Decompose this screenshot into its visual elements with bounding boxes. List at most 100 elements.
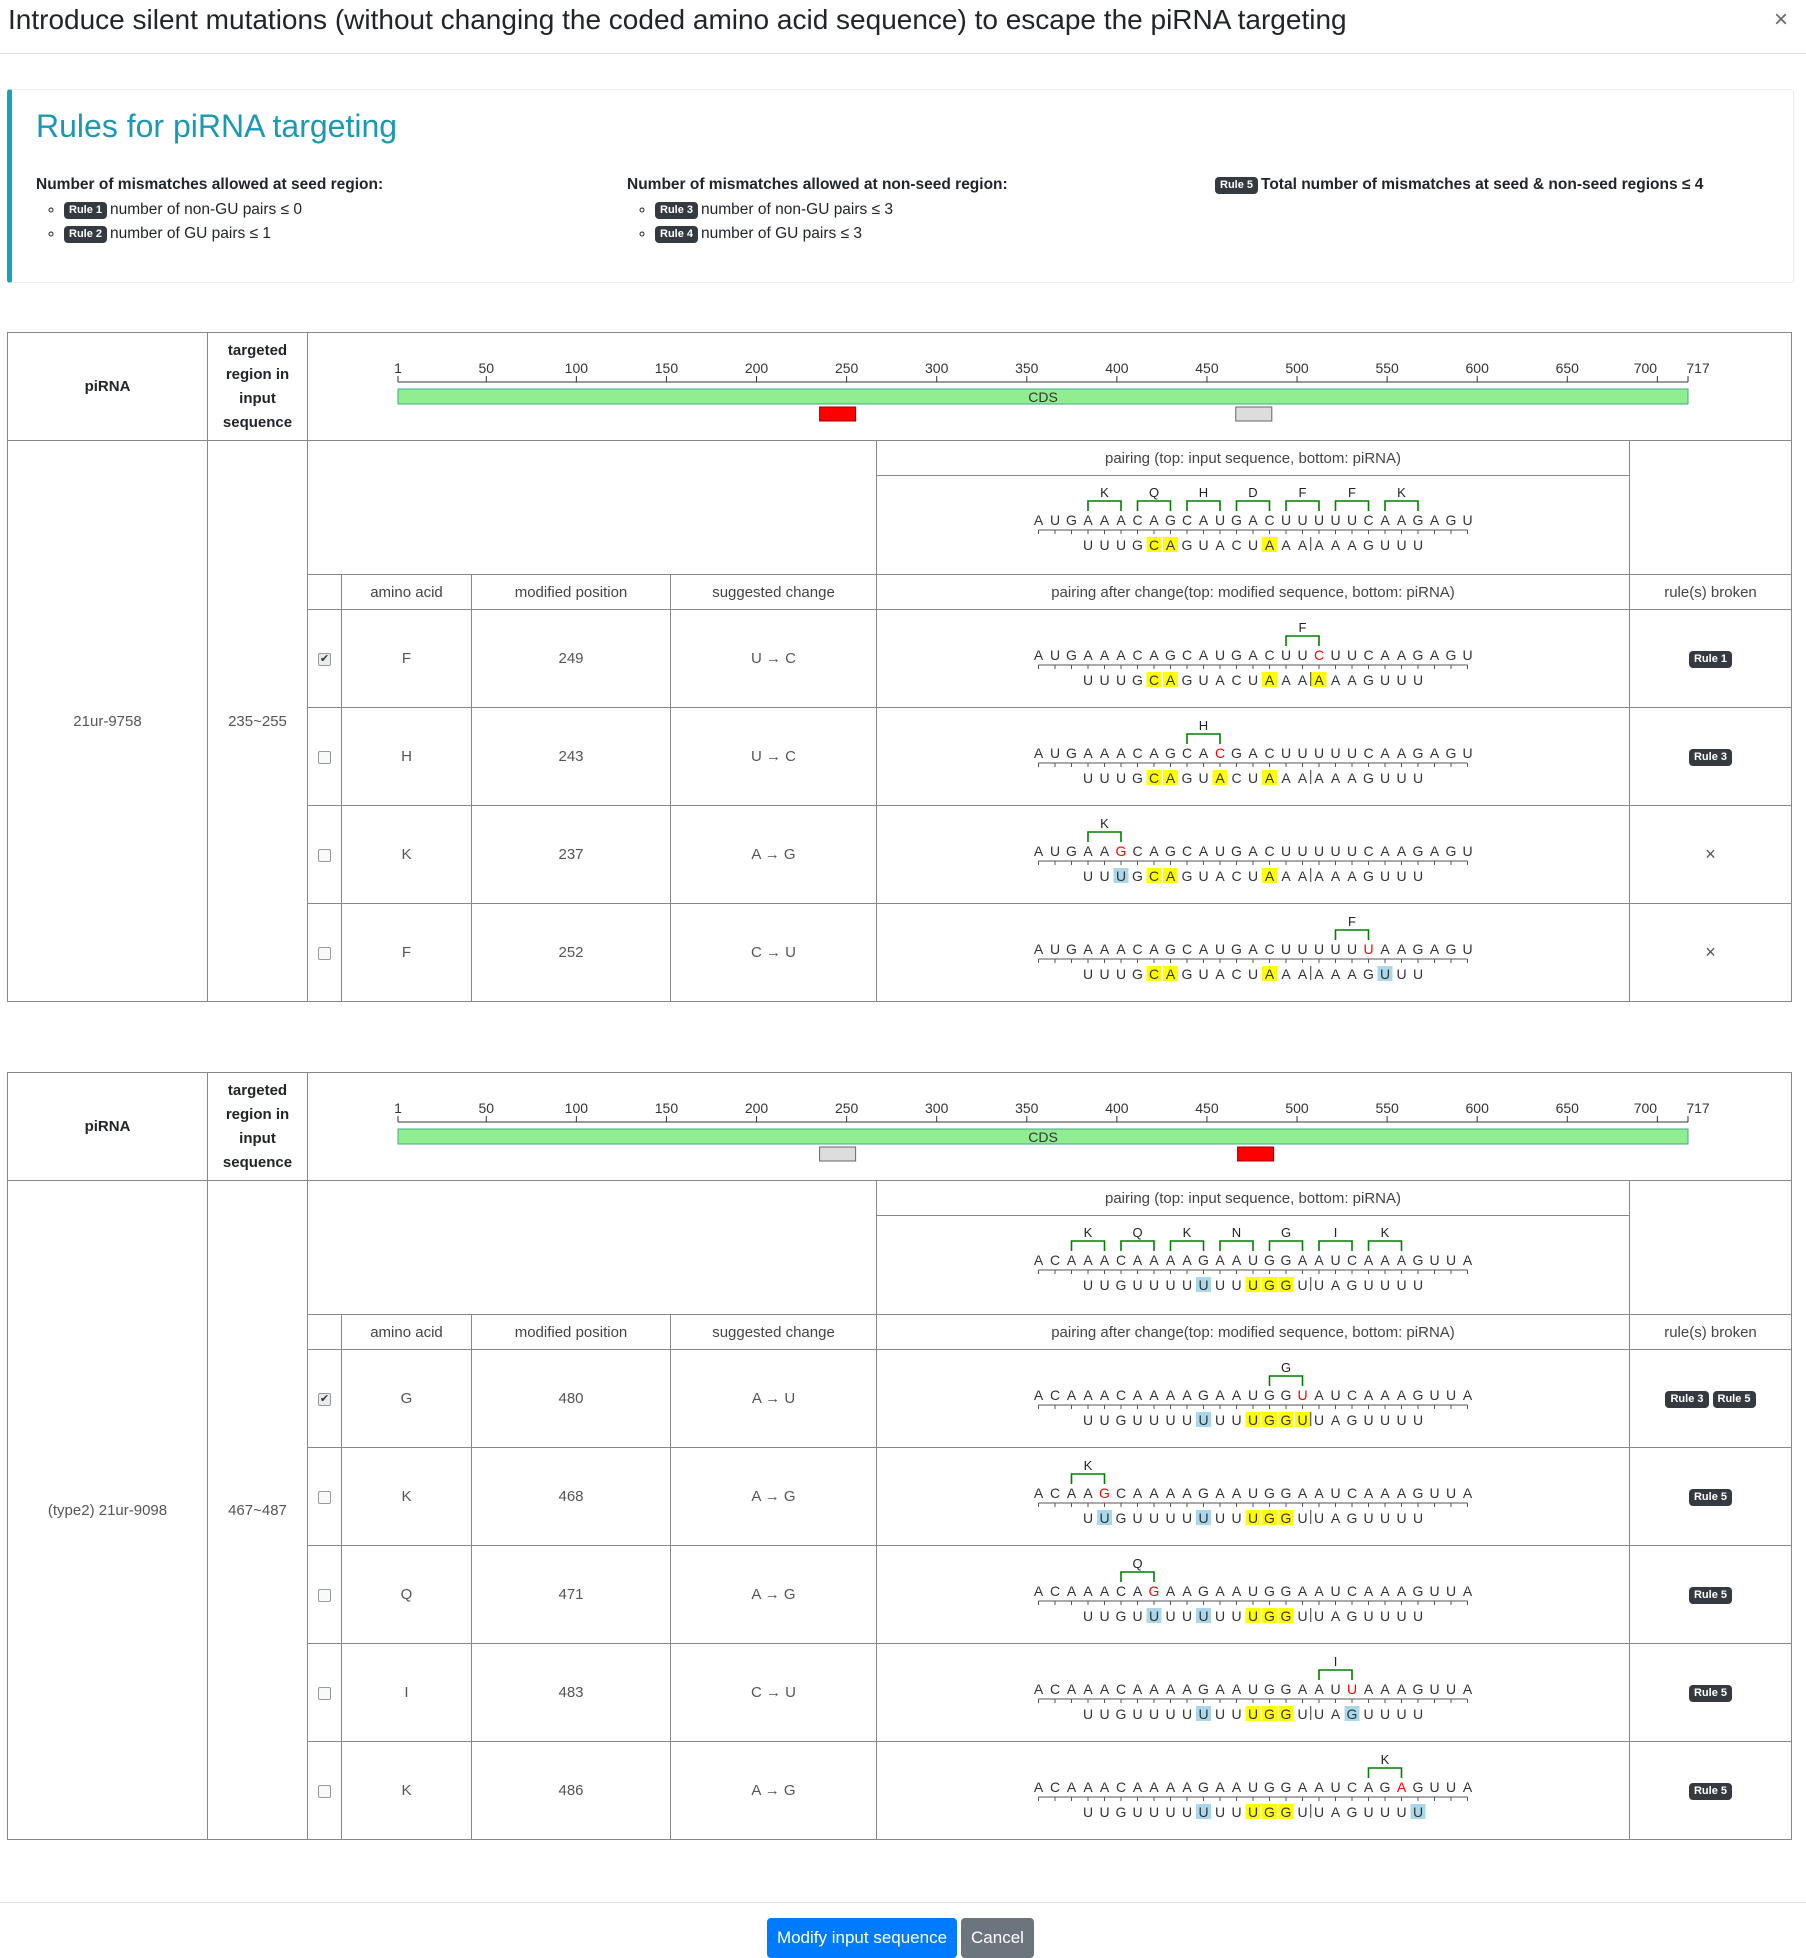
suggested-change-header: suggested change (670, 1314, 877, 1350)
pirna-nucleotide: U (1083, 770, 1093, 786)
pirna-nucleotide: G (1132, 537, 1143, 553)
pirna-nucleotide: A (1265, 672, 1275, 688)
input-nucleotide: U (1429, 1583, 1439, 1599)
input-nucleotide: G (1413, 1252, 1424, 1268)
pairing-diagram: IA C A A A C A A A A G A A U G G A A U U A A A G U U AU U G U U U U U U U U G… (1034, 1654, 1473, 1722)
suggested-change-value: C → U (670, 903, 877, 1002)
row-checkbox[interactable] (318, 1784, 331, 1798)
codon-bracket (1186, 500, 1221, 511)
pirna-nucleotide: U (1231, 1277, 1241, 1293)
rules-broken-header: rule(s) broken (1629, 1314, 1792, 1350)
pirna-nucleotide: A (1314, 868, 1324, 884)
pirna-nucleotide: U (1165, 1706, 1175, 1722)
pairing-header: pairing (top: input sequence, bottom: pi… (877, 1181, 1629, 1216)
pirna-nucleotide: U (1396, 1277, 1406, 1293)
ruler-tick-label: 1 (394, 360, 402, 376)
input-nucleotide: A (1166, 1583, 1176, 1599)
row-checkbox[interactable] (318, 946, 331, 960)
nucleotide-highlight (1278, 1509, 1294, 1525)
modified-position-value: 252 (471, 903, 671, 1002)
seed-rules: Number of mismatches allowed at seed reg… (36, 176, 383, 246)
rule-badge: Rule 3 (655, 202, 699, 219)
pirna-nucleotide: U (1380, 1804, 1390, 1820)
seed-rules-title: Number of mismatches allowed at seed reg… (36, 176, 384, 193)
input-nucleotide: G (1264, 1681, 1275, 1697)
input-nucleotide: C (1264, 512, 1274, 528)
input-nucleotide: C (1182, 941, 1192, 957)
input-nucleotide: U (1330, 512, 1340, 528)
modify-input-sequence-button[interactable]: Modify input sequence (767, 1918, 957, 1958)
pirna-nucleotide: U (1182, 1804, 1192, 1820)
blank-cell (1629, 1180, 1792, 1315)
cancel-button[interactable]: Cancel (961, 1918, 1034, 1958)
pirna-nucleotide: G (1347, 1510, 1358, 1526)
pirna-nucleotide: U (1198, 1706, 1208, 1722)
pirna-nucleotide: U (1099, 1412, 1109, 1428)
ruler-tick-label: 200 (745, 360, 769, 376)
ruler-tick-label: 400 (1105, 360, 1129, 376)
modified-pairing-svg: HA U G A A A C A G C A C G A C U U U U U C A A G A G UU U U G C A G U A C U A… (1034, 718, 1473, 786)
checkbox-cell (307, 805, 342, 904)
input-nucleotide: G (1413, 1681, 1424, 1697)
input-nucleotide: A (1083, 941, 1093, 957)
rules-broken-cell: Rule 3 Rule 5 (1629, 1349, 1792, 1448)
row-checkbox[interactable] (318, 848, 331, 862)
pirna-nucleotide: A (1166, 672, 1176, 688)
input-nucleotide: U (1462, 512, 1472, 528)
pirna-target-table: piRNA targeted region in input sequence 1 5… (7, 1072, 1792, 1840)
close-icon[interactable]: × (1774, 6, 1789, 33)
row-checkbox[interactable] (318, 1686, 331, 1700)
input-nucleotide: U (1297, 1387, 1307, 1403)
input-nucleotide: A (1397, 1681, 1407, 1697)
codon-bracket (1186, 732, 1221, 744)
ruler-cell: 1 50 100 150 200 250 300 350 400 450 500 550 600 650 7… (307, 1072, 1792, 1181)
input-nucleotide: A (1100, 512, 1110, 528)
pirna-nucleotide: U (1380, 1510, 1390, 1526)
input-nucleotide: A (1100, 647, 1110, 663)
pirna-nucleotide: U (1083, 868, 1093, 884)
input-nucleotide: U (1330, 1779, 1340, 1795)
input-nucleotide: A (1034, 745, 1044, 761)
amino-acid-label: K (1397, 485, 1406, 500)
input-nucleotide: G (1231, 512, 1242, 528)
input-nucleotide: A (1364, 1387, 1374, 1403)
row-checkbox[interactable] (318, 750, 331, 764)
pirna-nucleotide: U (1413, 770, 1423, 786)
input-nucleotide: A (1149, 745, 1159, 761)
input-nucleotide: A (1100, 745, 1110, 761)
rule-text: number of GU pairs ≤ 3 (701, 225, 863, 242)
input-nucleotide: C (1182, 843, 1192, 859)
input-nucleotide: A (1083, 1681, 1093, 1697)
input-nucleotide: U (1330, 647, 1340, 663)
row-checkbox[interactable]: ✔ (318, 1392, 331, 1406)
input-nucleotide: A (1232, 1779, 1242, 1795)
input-nucleotide: A (1364, 1485, 1374, 1501)
pirna-name: (type2) 21ur-9098 (7, 1180, 208, 1840)
pirna-nucleotide: A (1265, 770, 1275, 786)
input-nucleotide: U (1347, 1681, 1357, 1697)
row-checkbox[interactable] (318, 1588, 331, 1602)
codon-bracket (1268, 1240, 1304, 1251)
row-checkbox[interactable]: ✔ (318, 652, 331, 666)
ruler-tick-label: 300 (925, 360, 949, 376)
pirna-nucleotide: G (1264, 1412, 1275, 1428)
input-nucleotide: A (1133, 1681, 1143, 1697)
input-nucleotide: A (1100, 1387, 1110, 1403)
codon-bracket (1070, 1472, 1106, 1484)
input-nucleotide: C (1132, 745, 1142, 761)
input-nucleotide: A (1133, 1387, 1143, 1403)
nucleotide-highlight (1245, 1705, 1261, 1721)
pirna-nucleotide: A (1331, 770, 1341, 786)
input-nucleotide: A (1380, 647, 1390, 663)
ruler-tick-label: 50 (478, 1100, 494, 1116)
rules-broken-cell: Rule 5 (1629, 1741, 1792, 1840)
row-checkbox[interactable] (318, 1490, 331, 1504)
